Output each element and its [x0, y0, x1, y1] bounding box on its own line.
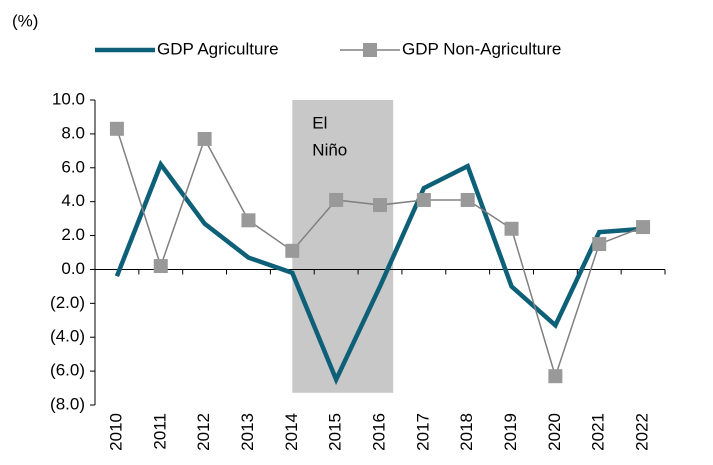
marker	[416, 192, 431, 207]
shaded-region	[292, 100, 394, 393]
y-tick-label: (2.0)	[50, 293, 85, 312]
marker	[285, 243, 300, 258]
x-tick-label: 2011	[150, 413, 169, 450]
marker	[592, 237, 607, 252]
legend-marker	[363, 43, 377, 57]
legend-label: GDP Non-Agriculture	[402, 39, 561, 58]
x-tick-label: 2017	[413, 413, 432, 451]
legend-label: GDP Agriculture	[157, 39, 279, 58]
y-tick-label: 6.0	[61, 157, 85, 176]
x-tick-label: 2021	[589, 413, 608, 451]
x-tick-label: 2015	[326, 413, 345, 451]
y-tick-label: (8.0)	[50, 394, 85, 413]
x-tick-label: 2013	[238, 413, 257, 451]
region-label: El	[312, 113, 327, 132]
marker	[636, 220, 651, 235]
x-tick-label: 2019	[501, 413, 520, 451]
y-unit: (%)	[12, 11, 38, 30]
x-tick-label: 2010	[106, 413, 125, 451]
marker	[109, 121, 124, 136]
series-line	[114, 159, 644, 386]
marker	[373, 198, 387, 213]
y-tick-label: 4.0	[61, 191, 85, 210]
marker	[241, 213, 256, 228]
y-tick-label: (4.0)	[50, 327, 85, 346]
marker	[197, 131, 212, 146]
x-tick-label: 2014	[282, 413, 301, 451]
y-tick-label: 8.0	[61, 123, 85, 142]
x-tick-label: 2012	[194, 413, 213, 451]
marker	[153, 259, 168, 274]
marker	[548, 369, 563, 384]
marker	[504, 221, 519, 236]
y-tick-label: (6.0)	[50, 361, 85, 380]
x-tick-label: 2018	[457, 413, 476, 451]
x-tick-label: 2022	[633, 413, 652, 451]
y-tick-label: 10.0	[52, 89, 85, 108]
region-label: Niño	[312, 140, 347, 159]
marker	[329, 192, 344, 207]
y-tick-label: 0.0	[61, 259, 85, 278]
x-tick-label: 2020	[545, 413, 564, 451]
x-tick-label: 2016	[369, 413, 388, 451]
marker	[460, 192, 475, 207]
y-tick-label: 2.0	[61, 225, 85, 244]
